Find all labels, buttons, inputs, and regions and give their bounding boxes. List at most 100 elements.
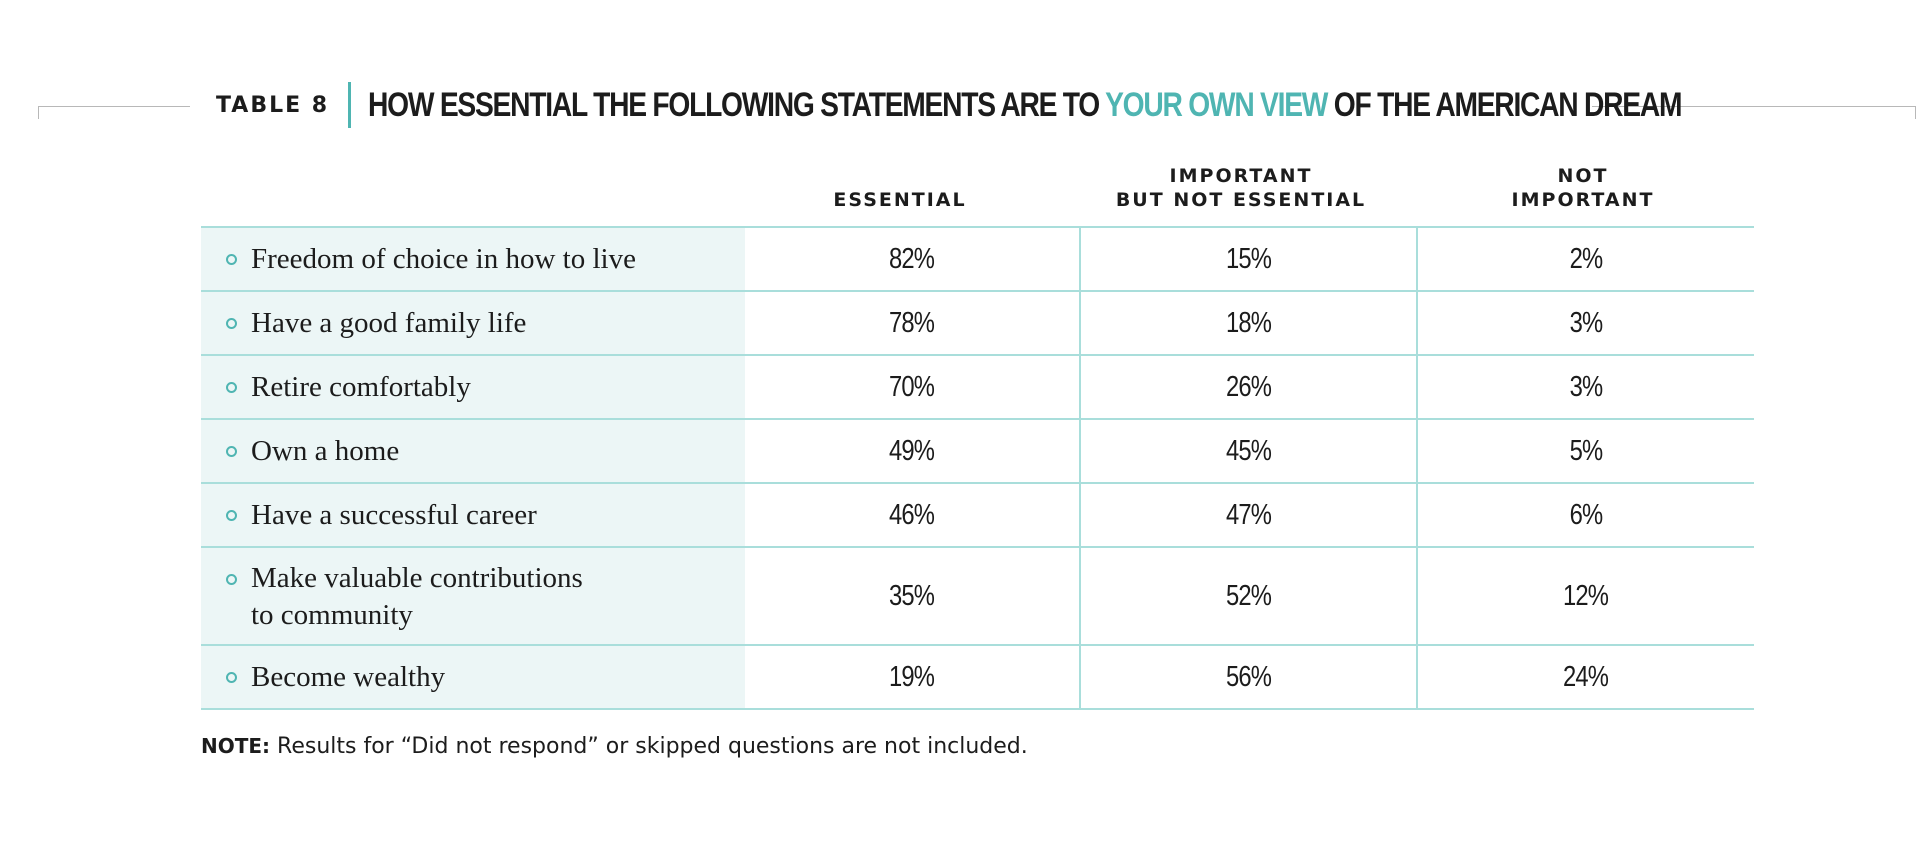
- value-text: 52%: [1225, 579, 1272, 612]
- value-text: 82%: [889, 242, 935, 275]
- value-text: 3%: [1569, 306, 1603, 339]
- table-row: Own a home 49% 45% 5%: [201, 420, 1754, 484]
- row-label-line: Freedom of choice in how to live: [251, 242, 636, 275]
- data-table: Freedom of choice in how to live 82% 15% 2%…: [201, 226, 1754, 710]
- row-label-line: Have a good family life: [251, 306, 527, 339]
- bullet-icon: [226, 509, 237, 521]
- note-label: NOTE:: [201, 734, 271, 758]
- table-title: TABLE 8 HOW ESSENTIAL THE FOLLOWING STAT…: [216, 82, 1920, 128]
- table-note: NOTE: Results for “Did not respond” or s…: [201, 734, 1028, 759]
- value-text: 45%: [1225, 434, 1272, 467]
- column-header-line: NOT: [1557, 165, 1609, 187]
- row-label-cell: Own a home: [201, 420, 745, 482]
- column-header-line: IMPORTANT: [1511, 189, 1655, 211]
- value-text: 70%: [889, 370, 935, 403]
- title-rule-right-tick: [1915, 106, 1916, 119]
- table-row: Become wealthy 19% 56% 24%: [201, 646, 1754, 710]
- title-rule-left: [38, 106, 190, 107]
- row-label: Have a good family life: [251, 305, 526, 342]
- row-label-line: Make valuable contributions: [251, 562, 583, 594]
- value-text: 2%: [1569, 242, 1603, 275]
- row-label: Retire comfortably: [251, 369, 471, 406]
- row-label-cell: Have a successful career: [201, 484, 745, 546]
- row-label-line: Become wealthy: [251, 660, 446, 693]
- row-label: Own a home: [251, 433, 399, 470]
- bullet-icon: [226, 445, 237, 457]
- value-text: 24%: [1563, 660, 1609, 693]
- row-label: Have a successful career: [251, 497, 537, 534]
- value-cell: 12%: [1418, 548, 1754, 644]
- value-cell: 49%: [745, 420, 1082, 482]
- value-text: 35%: [889, 579, 935, 612]
- value-text: 3%: [1569, 370, 1603, 403]
- row-label-line: Retire comfortably: [251, 370, 471, 403]
- value-cell: 82%: [745, 228, 1082, 290]
- table-row: Retire comfortably 70% 26% 3%: [201, 356, 1754, 420]
- value-cell: 19%: [745, 646, 1082, 708]
- row-label-cell: Have a good family life: [201, 292, 745, 354]
- value-cell: 3%: [1418, 292, 1754, 354]
- value-text: 26%: [1225, 370, 1272, 403]
- value-cell: 52%: [1081, 548, 1418, 644]
- heading-text-after: OF THE AMERICAN DREAM: [1327, 85, 1683, 124]
- bullet-icon: [226, 317, 237, 329]
- row-label-cell: Make valuable contributions to community: [201, 548, 745, 644]
- value-text: 49%: [889, 434, 935, 467]
- column-header-line: IMPORTANT: [1169, 165, 1313, 187]
- value-cell: 35%: [745, 548, 1082, 644]
- value-cell: 56%: [1081, 646, 1418, 708]
- column-header-line: BUT NOT ESSENTIAL: [1115, 189, 1367, 211]
- note-text: Results for “Did not respond” or skipped…: [270, 734, 1028, 759]
- value-cell: 46%: [745, 484, 1082, 546]
- column-header: IMPORTANT BUT NOT ESSENTIAL: [1070, 160, 1412, 212]
- row-label-cell: Become wealthy: [201, 646, 745, 708]
- value-cell: 18%: [1081, 292, 1418, 354]
- value-cell: 5%: [1418, 420, 1754, 482]
- column-header: ESSENTIAL: [730, 160, 1070, 212]
- row-label: Become wealthy: [251, 659, 445, 696]
- title-rule-left-tick: [38, 106, 39, 119]
- value-cell: 26%: [1081, 356, 1418, 418]
- value-cell: 47%: [1081, 484, 1418, 546]
- title-rule-right: [1592, 106, 1915, 107]
- row-label-line: Have a successful career: [251, 498, 537, 531]
- table-number-label: TABLE 8: [216, 92, 330, 118]
- value-text: 5%: [1569, 434, 1603, 467]
- column-header: NOT IMPORTANT: [1412, 160, 1754, 212]
- heading-text-accent: YOUR OWN VIEW: [1105, 85, 1328, 124]
- row-label-cell: Freedom of choice in how to live: [201, 228, 745, 290]
- row-label-line: to community: [251, 599, 413, 631]
- value-cell: 70%: [745, 356, 1082, 418]
- value-text: 56%: [1225, 660, 1272, 693]
- row-label-line: Own a home: [251, 434, 400, 467]
- value-text: 12%: [1563, 579, 1609, 612]
- table-heading: HOW ESSENTIAL THE FOLLOWING STATEMENTS A…: [368, 85, 1683, 125]
- table-row: Have a successful career 46% 47% 6%: [201, 484, 1754, 548]
- column-header-line: ESSENTIAL: [833, 189, 967, 211]
- value-cell: 3%: [1418, 356, 1754, 418]
- row-label: Make valuable contributions to community: [251, 560, 583, 634]
- table-row: Freedom of choice in how to live 82% 15% 2%: [201, 228, 1754, 292]
- value-cell: 2%: [1418, 228, 1754, 290]
- value-text: 15%: [1225, 242, 1272, 275]
- value-cell: 45%: [1081, 420, 1418, 482]
- title-divider: [348, 82, 352, 128]
- value-text: 47%: [1225, 498, 1272, 531]
- value-cell: 6%: [1418, 484, 1754, 546]
- row-label-cell: Retire comfortably: [201, 356, 745, 418]
- value-text: 19%: [889, 660, 935, 693]
- table-row: Have a good family life 78% 18% 3%: [201, 292, 1754, 356]
- value-text: 78%: [889, 306, 935, 339]
- bullet-icon: [226, 253, 237, 265]
- value-text: 46%: [889, 498, 935, 531]
- table-row: Make valuable contributions to community 3…: [201, 548, 1754, 646]
- value-cell: 15%: [1081, 228, 1418, 290]
- value-text: 6%: [1569, 498, 1603, 531]
- value-cell: 24%: [1418, 646, 1754, 708]
- value-cell: 78%: [745, 292, 1082, 354]
- value-text: 18%: [1225, 306, 1272, 339]
- bullet-icon: [226, 381, 237, 393]
- bullet-icon: [226, 671, 237, 683]
- heading-text-before: HOW ESSENTIAL THE FOLLOWING STATEMENTS A…: [368, 85, 1106, 124]
- bullet-icon: [226, 574, 237, 585]
